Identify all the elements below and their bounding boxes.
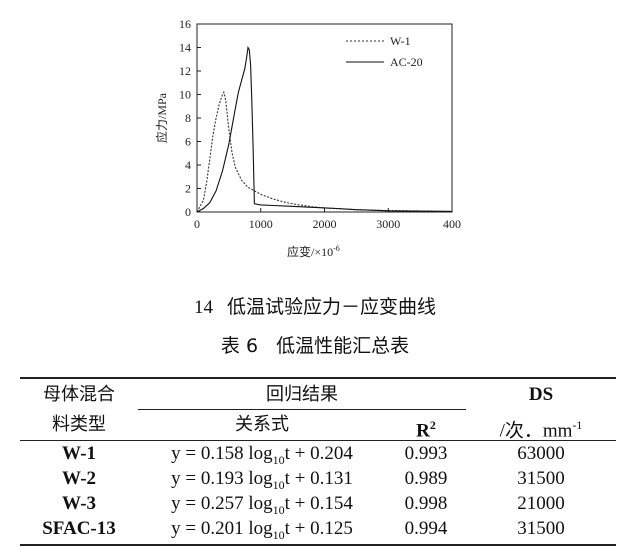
row-equation-b: t + 0.131	[284, 468, 353, 489]
row-equation-a: y = 0.158 log	[171, 443, 273, 464]
row-type: W-1	[61, 443, 97, 464]
x-tick-label: 1000	[249, 217, 273, 231]
y-tick-label: 10	[179, 88, 191, 102]
row-ds: 63000	[517, 443, 565, 464]
row-equation-a: y = 0.193 log	[171, 468, 273, 489]
legend-label-ac20: AC-20	[390, 55, 423, 69]
r2-header-sup: 2	[429, 418, 436, 432]
figure-caption: 14 低温试验应力－应变曲线	[0, 292, 630, 319]
ds-header-line2-text: /次．mm	[499, 420, 573, 442]
series-layer	[196, 45, 453, 213]
row-equation: y = 0.201 log10t + 0.125	[138, 517, 386, 547]
row-equation: y = 0.158 log10t + 0.204	[138, 442, 386, 472]
y-tick-label: 16	[179, 17, 191, 31]
y-tick-label: 4	[185, 158, 191, 172]
y-axis-label: 应力/MPa	[154, 92, 169, 143]
y-tick-label: 14	[179, 41, 191, 55]
ds-header-line2: /次．mm-1	[466, 413, 616, 443]
row-equation-sub: 10	[272, 502, 285, 517]
x-axis-label: 应变/×10-6	[287, 244, 340, 259]
x-tick-label: 3000	[376, 217, 400, 231]
row-equation-b: t + 0.204	[284, 443, 353, 464]
series-line-ac-20	[196, 45, 453, 213]
table-top-rule	[20, 377, 616, 379]
table-caption-text: 低温性能汇总表	[276, 335, 410, 357]
row-r2: 0.989	[404, 468, 448, 489]
legend: W-1 AC-20	[346, 34, 423, 69]
y-tick-label: 6	[185, 135, 191, 149]
stress-strain-chart: 0 2 4 6 8 10 12 14 16 0 1000 2000 3000 400 W-1 AC-20…	[154, 17, 461, 259]
x-tick-label: 2000	[313, 217, 337, 231]
figure-caption-text: 低温试验应力－应变曲线	[226, 296, 436, 318]
y-tick-label: 12	[179, 64, 191, 78]
table-number: 表 6	[220, 335, 259, 357]
row-equation-sub: 10	[272, 452, 285, 467]
row-r2: 0.994	[404, 518, 448, 539]
x-axis-label-text: 应变/×10	[287, 244, 333, 259]
row-equation-sub: 10	[272, 477, 285, 492]
r2-header-text: R	[416, 420, 430, 442]
y-tick-label: 2	[185, 182, 191, 196]
ds-header-line1: DS	[528, 384, 554, 405]
figure-number: 14	[193, 297, 213, 318]
x-axis: 0 1000 2000 3000 400	[194, 208, 461, 231]
legend-label-w1: W-1	[390, 34, 411, 48]
row-ds: 21000	[517, 493, 565, 514]
table-sub-rule	[138, 409, 466, 410]
ds-header-line2-sup: -1	[572, 418, 583, 432]
table-caption: 表 6 低温性能汇总表	[0, 331, 630, 358]
row-equation-a: y = 0.257 log	[171, 493, 273, 514]
row-ds: 31500	[517, 468, 565, 489]
r2-header: R2	[386, 413, 466, 443]
row-type: W-3	[61, 493, 97, 514]
y-axis: 0 2 4 6 8 10 12 14 16	[179, 17, 201, 219]
table-header-rule	[20, 440, 616, 441]
x-tick-label: 400	[443, 217, 461, 231]
series-line-w-1	[196, 90, 453, 213]
row-r2: 0.993	[404, 443, 448, 464]
row-r2: 0.998	[404, 493, 448, 514]
col-type-header-line1: 母体混合	[43, 384, 115, 405]
regression-header: 回归结果	[266, 384, 338, 405]
row-equation: y = 0.257 log10t + 0.154	[138, 492, 386, 522]
y-tick-label: 0	[185, 205, 191, 219]
plot-area	[196, 23, 453, 213]
x-tick-label: 0	[194, 217, 200, 231]
col-type-header-line2: 料类型	[52, 414, 106, 435]
row-type: W-2	[61, 468, 97, 489]
table-bottom-rule	[20, 544, 616, 546]
row-equation-sub: 10	[272, 527, 285, 542]
x-axis-label-exp: -6	[333, 244, 340, 253]
row-equation-a: y = 0.201 log	[171, 518, 273, 539]
relation-header: 关系式	[235, 414, 289, 435]
plot-frame	[196, 23, 453, 213]
row-type: SFAC-13	[42, 518, 116, 539]
y-tick-label: 8	[185, 111, 191, 125]
row-equation: y = 0.193 log10t + 0.131	[138, 467, 386, 497]
row-equation-b: t + 0.125	[284, 518, 353, 539]
row-ds: 31500	[517, 518, 565, 539]
row-equation-b: t + 0.154	[284, 493, 353, 514]
